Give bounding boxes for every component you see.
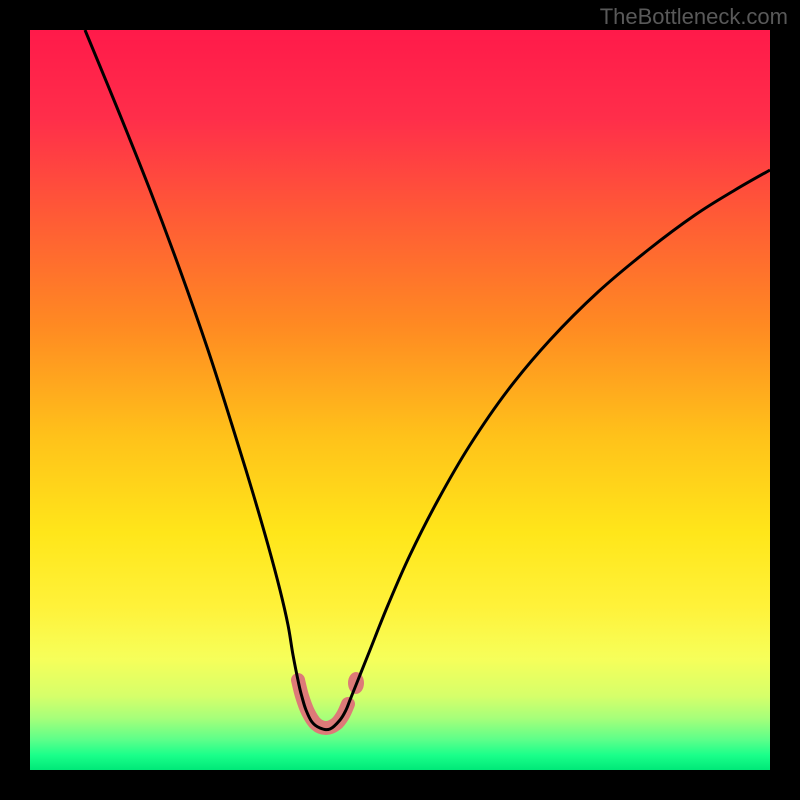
gradient-background: [30, 30, 770, 770]
chart-svg: [30, 30, 770, 770]
watermark-text: TheBottleneck.com: [600, 4, 788, 30]
chart-container: TheBottleneck.com: [0, 0, 800, 800]
plot-area: [30, 30, 770, 770]
